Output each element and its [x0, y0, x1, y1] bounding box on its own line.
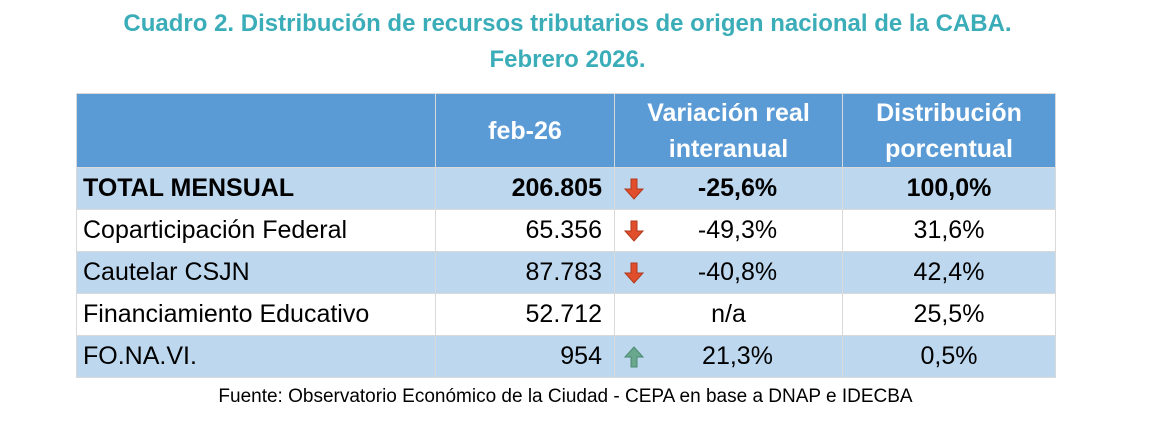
- row-variation: -25,6%: [697, 174, 778, 202]
- row-distribution: 25,5%: [842, 293, 1056, 336]
- title-line-2: Febrero 2026.: [489, 46, 646, 73]
- row-amount: 52.712: [435, 293, 615, 336]
- header-month: feb-26: [435, 93, 615, 168]
- header-concept: [76, 93, 436, 168]
- row-amount: 954: [435, 335, 615, 378]
- table-row: Coparticipación Federal 65.356 -49,3% 31,6%: [76, 209, 1056, 252]
- tax-resources-table: feb-26 Variación real interanual Distrib…: [76, 93, 1056, 378]
- row-amount: 87.783: [435, 251, 615, 294]
- row-variation: -49,3%: [697, 216, 778, 244]
- row-distribution: 42,4%: [842, 251, 1056, 294]
- row-variation: -40,8%: [697, 258, 778, 286]
- row-distribution: 0,5%: [842, 335, 1056, 378]
- row-concept: Cautelar CSJN: [76, 251, 436, 294]
- arrow-down-icon: [623, 220, 645, 242]
- table-header-row: feb-26 Variación real interanual Distrib…: [76, 93, 1056, 168]
- total-row: TOTAL MENSUAL 206.805 -25,6% 100,0%: [76, 167, 1056, 210]
- row-concept: TOTAL MENSUAL: [76, 167, 436, 210]
- row-variation-cell: -49,3%: [614, 209, 843, 252]
- arrow-down-icon: [623, 262, 645, 284]
- row-concept: Financiamiento Educativo: [76, 293, 436, 336]
- row-concept: FO.NA.VI.: [76, 335, 436, 378]
- row-amount: 65.356: [435, 209, 615, 252]
- table-body: TOTAL MENSUAL 206.805 -25,6% 100,0% Copartic…: [76, 167, 1056, 378]
- row-amount: 206.805: [435, 167, 615, 210]
- row-variation: 21,3%: [702, 342, 773, 370]
- row-distribution: 31,6%: [842, 209, 1056, 252]
- table-row: FO.NA.VI. 954 21,3% 0,5%: [76, 335, 1056, 378]
- arrow-down-icon: [623, 178, 645, 200]
- source-note: Fuente: Observatorio Económico de la Ciu…: [218, 386, 913, 407]
- title-line-1: Cuadro 2. Distribución de recursos tribu…: [123, 10, 1012, 37]
- header-distribution: Distribución porcentual: [842, 93, 1056, 168]
- row-variation-cell: -25,6%: [614, 167, 843, 210]
- row-concept: Coparticipación Federal: [76, 209, 436, 252]
- table-row: Cautelar CSJN 87.783 -40,8% 42,4%: [76, 251, 1056, 294]
- row-variation: n/a: [711, 300, 746, 328]
- arrow-up-icon: [623, 346, 645, 368]
- header-variation: Variación real interanual: [614, 93, 843, 168]
- row-variation-cell: n/a: [614, 293, 843, 336]
- row-distribution: 100,0%: [842, 167, 1056, 210]
- row-variation-cell: 21,3%: [614, 335, 843, 378]
- row-variation-cell: -40,8%: [614, 251, 843, 294]
- table-row: Financiamiento Educativo 52.712 n/a 25,5%: [76, 293, 1056, 336]
- table-title: Cuadro 2. Distribución de recursos tribu…: [0, 6, 1135, 78]
